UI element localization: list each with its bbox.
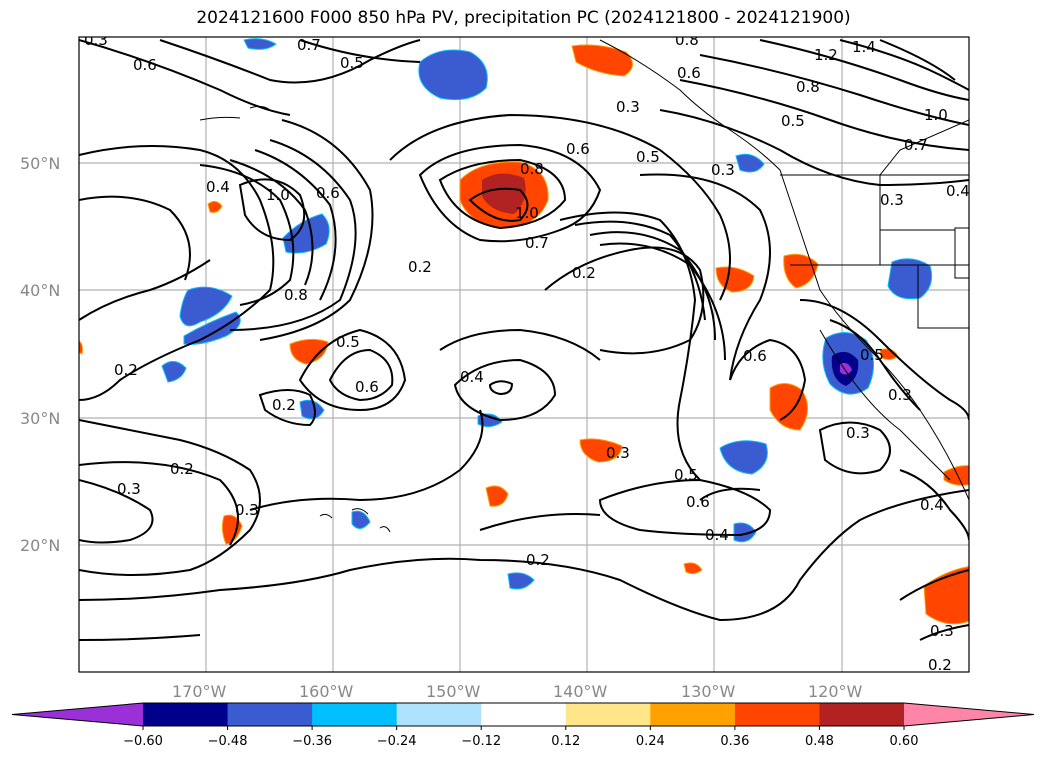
contour-label: 0.6 — [355, 378, 379, 396]
contour-label: 0.3 — [711, 161, 735, 179]
contour-label: 1.2 — [814, 46, 838, 64]
contour-label: 0.2 — [572, 264, 596, 282]
longitude-labels: 170°W 160°W 150°W 140°W 130°W 120°W — [172, 682, 863, 701]
contour-label: 0.3 — [84, 31, 108, 49]
lat-label: 40°N — [20, 281, 60, 300]
lon-label: 120°W — [808, 682, 863, 701]
contour-label: 0.6 — [316, 184, 340, 202]
contour-label: 0.4 — [946, 182, 970, 200]
contour-label: 0.7 — [297, 36, 321, 54]
colorbar-tick-label: −0.24 — [377, 734, 417, 749]
contour-label: 0.2 — [114, 361, 138, 379]
contour-label: 0.6 — [566, 140, 590, 158]
coastlines — [199, 39, 969, 533]
colorbar-segment — [734, 703, 820, 726]
lon-label: 130°W — [681, 682, 736, 701]
colorbar-tick-label: 0.36 — [720, 734, 749, 749]
contour-label: 1.4 — [852, 38, 876, 56]
contour-label: 0.7 — [525, 234, 549, 252]
contour-label: 0.3 — [846, 424, 870, 442]
lat-label: 50°N — [20, 154, 60, 173]
colorbar-extend-low — [12, 703, 143, 726]
contour-label: 0.6 — [677, 64, 701, 82]
colorbar-segment — [143, 703, 229, 726]
contour-label: 0.8 — [520, 160, 544, 178]
contour-label: 0.6 — [133, 56, 157, 74]
colorbar-tick-label: 0.12 — [551, 734, 580, 749]
lat-label: 20°N — [20, 536, 60, 555]
lon-label: 140°W — [553, 682, 608, 701]
contour-label: 0.4 — [206, 178, 230, 196]
map-background — [79, 37, 969, 672]
contour-label: 0.8 — [796, 78, 820, 96]
lon-label: 170°W — [172, 682, 227, 701]
contour-label: 0.3 — [235, 501, 259, 519]
map-title: 2024121600 F000 850 hPa PV, precipitatio… — [196, 8, 851, 28]
contour-label: 0.4 — [705, 526, 729, 544]
contour-label: 0.3 — [117, 480, 141, 498]
contour-label: 0.4 — [460, 368, 484, 386]
colorbar-tick-label: 0.48 — [805, 734, 834, 749]
colorbar-segment — [650, 703, 736, 726]
contour-label: 0.7 — [904, 136, 928, 154]
contour-label: 1.0 — [924, 106, 948, 124]
colorbar-segment — [819, 703, 905, 726]
contour-label: 0.4 — [920, 496, 944, 514]
contour-label: 0.6 — [743, 347, 767, 365]
contour-label: 0.2 — [272, 396, 296, 414]
colorbar-tick-label: −0.12 — [461, 734, 501, 749]
contour-labels: 0.3 0.6 0.7 0.5 0.8 1.2 1.4 0.6 0.3 0.8 … — [84, 31, 970, 674]
contour-label: 0.3 — [606, 444, 630, 462]
contour-label: 1.0 — [266, 186, 290, 204]
colorbar-segment — [312, 703, 398, 726]
pv-contours — [79, 39, 969, 641]
contour-label: 0.3 — [880, 191, 904, 209]
colorbar-tick-label: 0.24 — [636, 734, 665, 749]
contour-label: 0.5 — [336, 333, 360, 351]
colorbar-tick-label: −0.36 — [292, 734, 332, 749]
colorbar-tick-label: −0.60 — [123, 734, 163, 749]
contour-label: 0.2 — [928, 656, 952, 674]
contour-label: 0.6 — [686, 493, 710, 511]
contour-label: 0.8 — [284, 286, 308, 304]
contour-label: 0.5 — [860, 346, 884, 364]
colorbar-tick-label: 0.60 — [890, 734, 919, 749]
map-panel: 0.3 0.6 0.7 0.5 0.8 1.2 1.4 0.6 0.3 0.8 … — [78, 31, 970, 674]
lon-label: 160°W — [299, 682, 354, 701]
colorbar-segment — [565, 703, 651, 726]
contour-label: 0.5 — [674, 466, 698, 484]
contour-label: 0.5 — [636, 148, 660, 166]
map-border — [78, 36, 970, 673]
colorbar-segment — [396, 703, 482, 726]
colorbar-extend-high — [904, 703, 1034, 726]
colorbar-segment — [227, 703, 313, 726]
colorbar: −0.60 −0.48 −0.36 −0.24 −0.12 0.12 0.24 0.36 0.4… — [11, 702, 1035, 749]
contour-label: 0.5 — [340, 54, 364, 72]
colorbar-tick-label: −0.48 — [208, 734, 248, 749]
lat-label: 30°N — [20, 409, 60, 428]
contour-label: 0.5 — [781, 112, 805, 130]
contour-label: 0.3 — [888, 386, 912, 404]
lon-label: 150°W — [426, 682, 481, 701]
contour-label: 0.8 — [675, 31, 699, 49]
contour-label: 0.3 — [930, 622, 954, 640]
latitude-labels: 50°N 40°N 30°N 20°N — [20, 154, 60, 555]
contour-label: 1.0 — [515, 204, 539, 222]
colorbar-segment — [481, 703, 567, 726]
contour-label: 0.2 — [408, 258, 432, 276]
contour-label: 0.3 — [616, 98, 640, 116]
contour-label: 0.2 — [170, 460, 194, 478]
contour-label: 0.2 — [526, 551, 550, 569]
